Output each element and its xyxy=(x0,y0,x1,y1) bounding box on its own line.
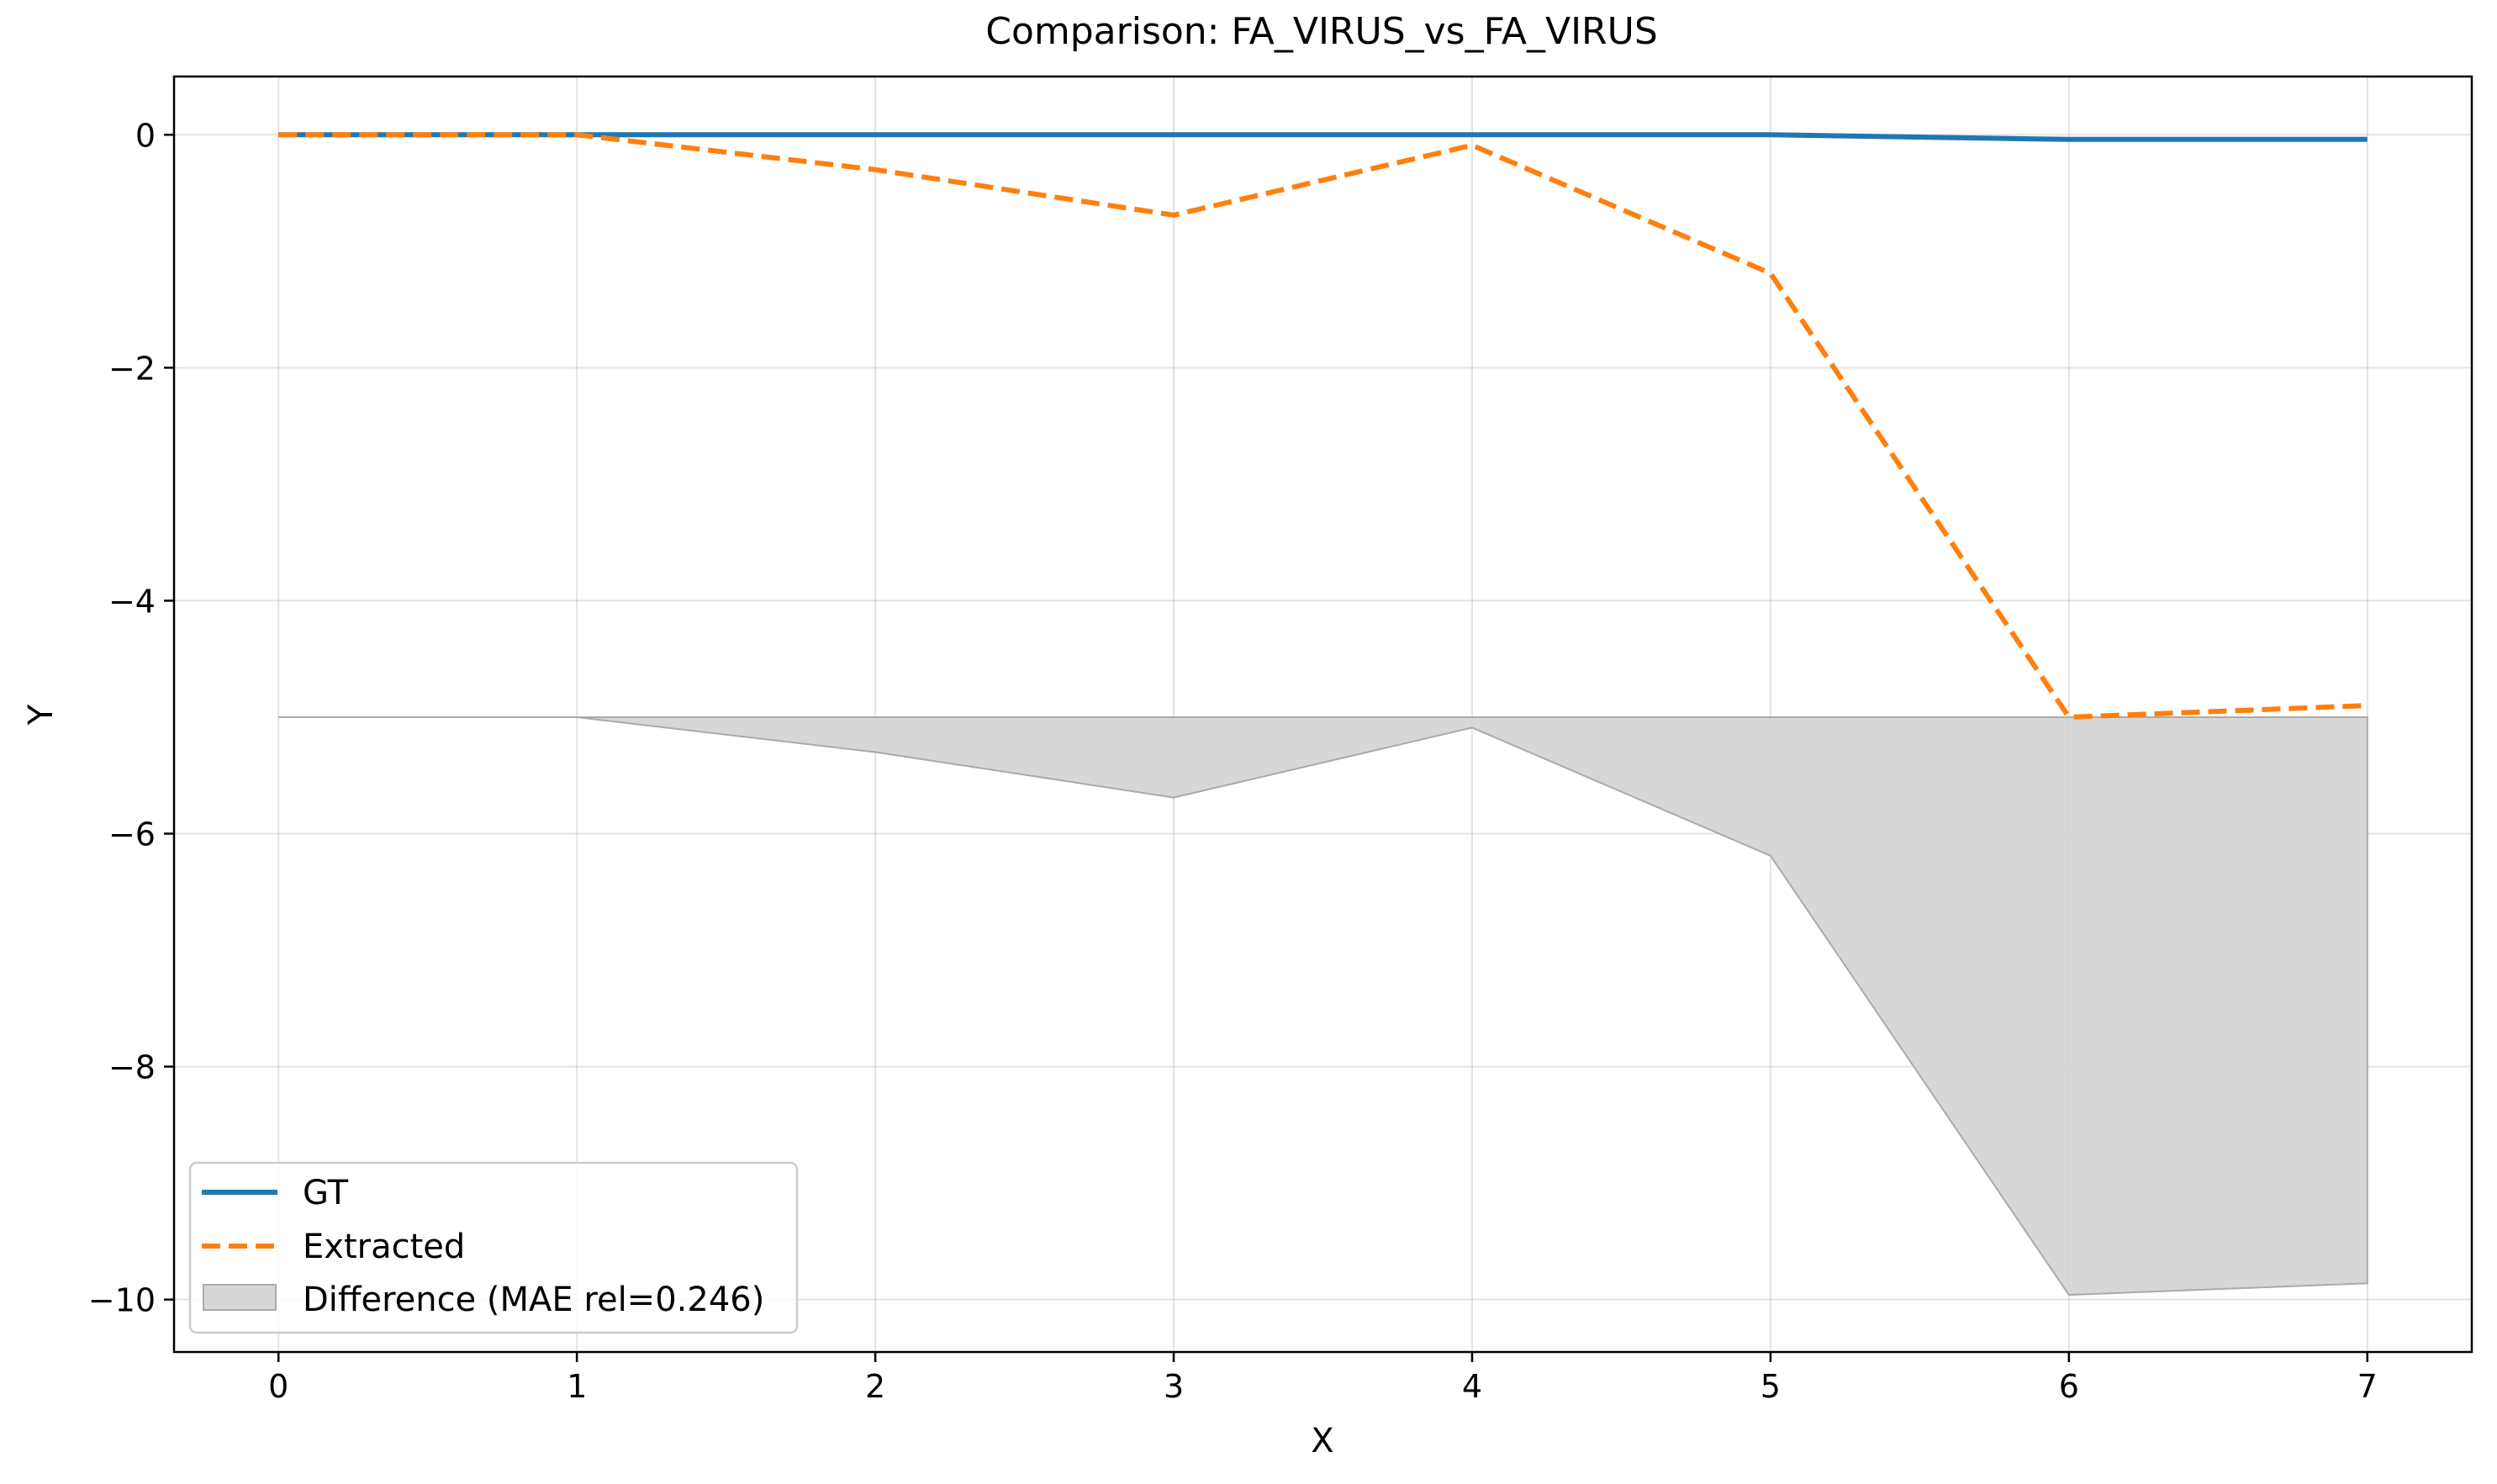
x-tick-label: 6 xyxy=(2059,1368,2079,1405)
x-tick-label: 0 xyxy=(268,1368,288,1405)
plot-frame xyxy=(172,75,2473,1354)
axis-ticks: 0 1 2 3 4 5 6 7 0 −2 −4 −6 −8 −10 xyxy=(88,117,2378,1405)
legend-label-extracted: Extracted xyxy=(303,1228,465,1266)
x-axis-label: X xyxy=(1311,1422,1333,1460)
x-tick-label: 4 xyxy=(1462,1368,1482,1405)
series-line-extracted xyxy=(278,132,2368,720)
x-tick-label: 2 xyxy=(865,1368,885,1405)
y-tick-label: −10 xyxy=(88,1282,156,1319)
legend-label-difference: Difference (MAE rel=0.246) xyxy=(303,1281,764,1319)
x-tick-label: 7 xyxy=(2357,1368,2378,1405)
y-tick-label: −8 xyxy=(108,1049,156,1086)
legend-swatch-difference xyxy=(203,1284,277,1311)
y-tick-label: 0 xyxy=(135,117,156,154)
legend-frame xyxy=(188,1161,799,1334)
y-axis-label: Y xyxy=(22,704,61,726)
difference-area xyxy=(278,716,2368,1297)
difference-fill xyxy=(278,716,2368,1297)
chart-title: Comparison: FA_VIRUS_vs_FA_VIRUS xyxy=(985,10,1658,53)
legend-label-gt: GT xyxy=(303,1174,349,1212)
x-tick-label: 3 xyxy=(1164,1368,1184,1405)
y-tick-label: −6 xyxy=(108,816,156,853)
legend: GT Extracted Difference (MAE rel=0.246) xyxy=(188,1161,799,1334)
y-tick-label: −4 xyxy=(108,583,156,620)
series-line-gt xyxy=(278,132,2368,142)
x-tick-label: 1 xyxy=(567,1368,587,1405)
x-tick-label: 5 xyxy=(1761,1368,1781,1405)
y-tick-label: −2 xyxy=(108,350,156,387)
series-lines xyxy=(278,132,2368,720)
